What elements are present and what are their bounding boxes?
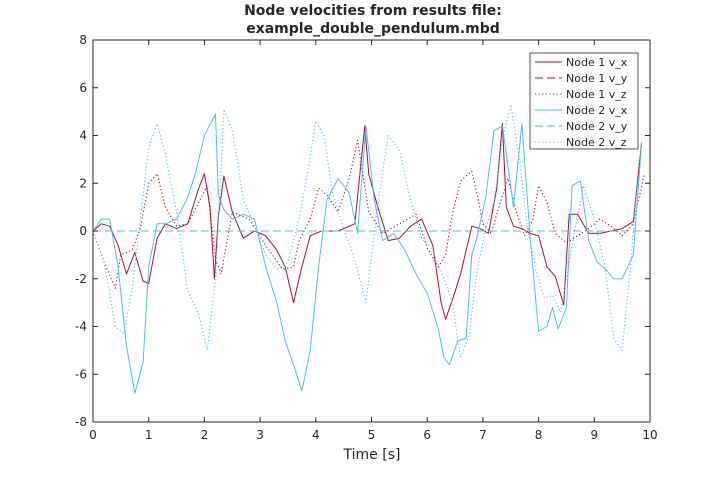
x-tick-label: 1 — [145, 428, 153, 442]
series-line-1 — [92, 123, 643, 320]
series-line-3 — [92, 139, 645, 289]
x-tick-label: 5 — [368, 428, 376, 442]
plot-area — [92, 103, 650, 394]
x-tick-label: 0 — [89, 428, 97, 442]
legend-box — [529, 52, 639, 150]
x-tick-label: 8 — [535, 428, 543, 442]
x-axis-label: Time [s] — [343, 447, 401, 463]
x-tick-label: 4 — [312, 428, 320, 442]
chart-title-line-1: Node velocities from results file: — [244, 3, 502, 19]
legend: Node 1 v_x Node 1 v_y Node 1 v_z Node 2 v_x… — [529, 52, 639, 150]
legend-label: Node 2 v_y — [566, 120, 628, 133]
series-line-4 — [92, 113, 643, 394]
x-axis: 0 1 2 3 4 5 6 7 8 9 10 — [89, 40, 658, 442]
legend-label: Node 1 v_x — [566, 56, 628, 69]
y-tick-label: -8 — [75, 415, 87, 429]
y-axis: -8 -6 -4 -2 0 2 4 6 8 — [75, 33, 650, 429]
series-line-6 — [92, 103, 640, 359]
y-tick-label: -6 — [75, 367, 87, 381]
y-tick-label: -2 — [75, 272, 87, 286]
y-tick-label: 0 — [79, 224, 87, 238]
legend-label: Node 1 v_y — [566, 72, 628, 85]
x-tick-label: 9 — [590, 428, 598, 442]
x-tick-label: 3 — [256, 428, 264, 442]
legend-label: Node 2 v_z — [566, 136, 627, 149]
y-tick-label: 4 — [79, 129, 87, 143]
x-tick-label: 2 — [201, 428, 209, 442]
y-tick-label: 2 — [79, 176, 87, 190]
legend-label: Node 1 v_z — [566, 88, 627, 101]
legend-label: Node 2 v_x — [566, 104, 628, 117]
chart-title-line-2: example_double_pendulum.mbd — [246, 21, 500, 37]
x-tick-label: 6 — [423, 428, 431, 442]
x-tick-label: 10 — [642, 428, 657, 442]
y-tick-label: -4 — [75, 320, 87, 334]
y-tick-label: 6 — [79, 81, 87, 95]
x-tick-label: 7 — [479, 428, 487, 442]
y-tick-label: 8 — [79, 33, 87, 47]
